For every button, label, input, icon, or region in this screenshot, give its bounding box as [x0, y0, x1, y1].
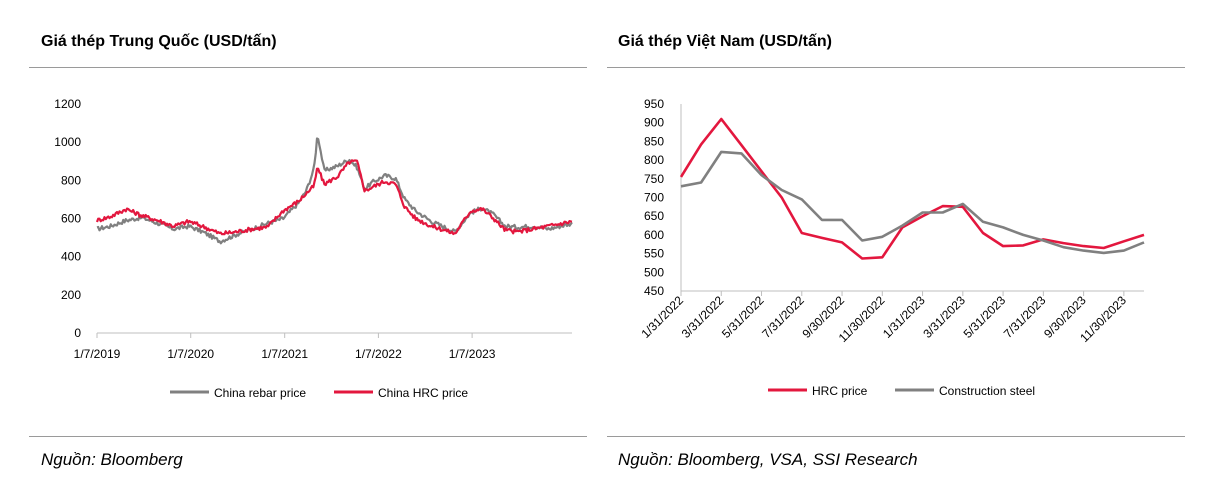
right-y-tick-label: 900 [644, 116, 664, 130]
vietnam-steel-chart: 450 500 550 600 650 700 750 800 850 900 950 1/31/20… [638, 97, 1145, 398]
left-y-tick-label: 400 [61, 250, 81, 264]
right-y-tick-label: 450 [644, 284, 664, 298]
china-steel-chart: 0 200 400 600 800 1000 1200 1/7/2019 1/7/2020 1/7… [54, 97, 573, 400]
left-y-tick-label: 1000 [54, 135, 81, 149]
right-y-tick-label: 700 [644, 191, 664, 205]
right-source-note: Nguồn: Bloomberg, VSA, SSI Research [618, 450, 918, 469]
left-y-tick-label: 800 [61, 173, 81, 187]
left-x-tick-label: 1/7/2020 [167, 347, 214, 361]
right-top-rule [607, 67, 1185, 68]
china-rebar-legend-label: China rebar price [214, 386, 306, 400]
right-x-tick-label: 3/31/2023 [920, 293, 968, 341]
right-x-tick-label: 7/31/2023 [1001, 293, 1049, 341]
left-y-tick-label: 200 [61, 288, 81, 302]
left-source-note: Nguồn: Bloomberg [41, 450, 183, 469]
right-x-tick-label: 3/31/2022 [679, 293, 727, 341]
right-y-tick-label: 650 [644, 209, 664, 223]
right-y-tick-label: 500 [644, 265, 664, 279]
right-y-tick-label: 850 [644, 134, 664, 148]
vn-construction-steel-legend-label: Construction steel [939, 384, 1035, 398]
left-bottom-rule [29, 436, 587, 437]
right-x-tick-label: 1/31/2023 [880, 293, 928, 341]
right-y-tick-label: 750 [644, 172, 664, 186]
vn-hrc-line [679, 117, 1145, 260]
right-chart-title: Giá thép Việt Nam (USD/tấn) [618, 33, 832, 50]
left-x-tick-label: 1/7/2021 [261, 347, 308, 361]
right-x-tick-label: 7/31/2022 [759, 293, 807, 341]
china-rebar-line [96, 137, 573, 245]
left-chart-title: Giá thép Trung Quốc (USD/tấn) [41, 33, 277, 50]
right-y-tick-label: 550 [644, 247, 664, 261]
right-y-tick-label: 800 [644, 153, 664, 167]
right-x-tick-label: 5/31/2022 [719, 293, 767, 341]
right-y-tick-label: 950 [644, 97, 664, 111]
right-bottom-rule [607, 436, 1185, 437]
left-y-tick-label: 0 [74, 326, 81, 340]
left-x-tick-label: 1/7/2023 [449, 347, 496, 361]
left-top-rule [29, 67, 587, 68]
left-y-tick-label: 1200 [54, 97, 81, 111]
right-x-tick-label: 5/31/2023 [961, 293, 1009, 341]
right-x-tick-label: 1/31/2022 [638, 293, 686, 341]
left-x-tick-label: 1/7/2019 [74, 347, 121, 361]
vn-construction-steel-line [680, 150, 1145, 255]
right-y-tick-label: 600 [644, 228, 664, 242]
left-x-tick-label: 1/7/2022 [355, 347, 402, 361]
china-hrc-legend-label: China HRC price [378, 386, 468, 400]
left-y-tick-label: 600 [61, 212, 81, 226]
vn-hrc-legend-label: HRC price [812, 384, 868, 398]
china-hrc-line [95, 159, 573, 236]
